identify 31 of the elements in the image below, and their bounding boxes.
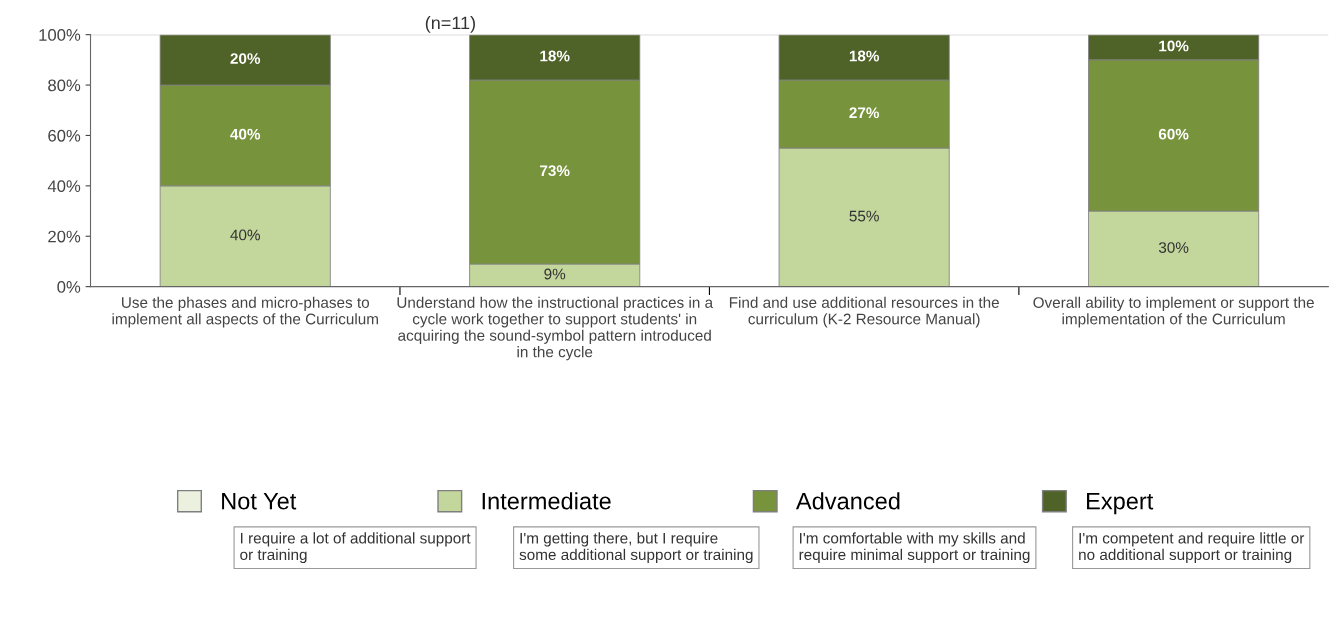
y-tick-label: 40% xyxy=(47,180,81,193)
data-label: 27% xyxy=(849,107,880,119)
data-label: 20% xyxy=(230,53,261,64)
data-label: 10% xyxy=(1159,40,1189,52)
data-label: 30% xyxy=(1158,242,1189,253)
y-tick-label: 0% xyxy=(57,281,81,293)
x-tick-label: Understand how the instructional practices in a cycle work together to support students' in acquiring the sound-symbol pattern introduced in the cycle xyxy=(397,296,714,361)
data-label: 40% xyxy=(230,128,261,140)
legend-label: Intermediate xyxy=(482,492,611,510)
data-label: 18% xyxy=(849,50,880,62)
data-label: 60% xyxy=(1158,128,1189,140)
text: I'm comfortable with my skills and require minimal support or training xyxy=(799,532,1030,564)
y-tick-label: 20% xyxy=(48,230,81,243)
chart-title: (n=11) xyxy=(425,16,475,33)
legend-label: Not Yet xyxy=(222,493,297,510)
legend-label: Expert xyxy=(1087,493,1154,515)
data-label: 9% xyxy=(544,268,566,280)
y-tick-label: 60% xyxy=(48,129,81,142)
y-tick-label: 80% xyxy=(48,79,81,92)
legend-label: Advanced xyxy=(795,492,900,510)
y-tick-label: 100% xyxy=(39,29,81,41)
data-label: 18% xyxy=(540,50,570,62)
data-label: 73% xyxy=(540,165,570,177)
text: I require a lot of additional support or training xyxy=(240,532,471,564)
text: I'm competent and require little or no additional support or training xyxy=(1079,532,1305,564)
x-tick-label: Find and use additional resources in the curriculum (K-2 Resource Manual) xyxy=(729,296,999,328)
x-tick-label: Overall ability to implement or support the implementation of the Curriculum xyxy=(1033,296,1314,328)
text: I'm getting there, but I require some additional support or training xyxy=(519,532,753,564)
x-tick-label: Use the phases and micro-phases to implement all aspects of the Curriculum xyxy=(112,296,378,328)
data-label: 55% xyxy=(849,210,879,222)
data-label: 40% xyxy=(230,229,260,241)
